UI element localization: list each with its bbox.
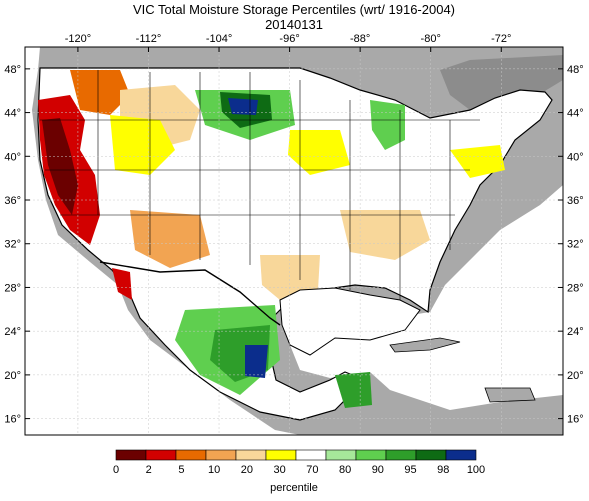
legend-tick-label: 2	[146, 464, 152, 476]
lat-tick-label-right: 36°	[567, 195, 584, 207]
cuba-island	[389, 337, 461, 353]
longitude-axis-top: -120° -112° -104° -96° -88° -80° -72°	[65, 33, 511, 52]
patch-yucatan-wet	[335, 372, 372, 408]
legend-swatch	[355, 449, 387, 461]
latitude-axis-right: 48° 44° 40° 36° 32° 28° 24° 20° 16°	[558, 64, 584, 426]
legend-tick-label: 5	[178, 464, 184, 476]
legend: 0 2 5 10 20 30 70 80 90 95 98 100	[113, 449, 485, 476]
patch-california-extreme	[42, 118, 78, 215]
patch-northwest	[70, 70, 130, 115]
legend-tick-label: 0	[113, 464, 119, 476]
legend-swatch	[145, 449, 177, 461]
patch-montana-extreme	[228, 98, 258, 115]
lon-tick-label: -104°	[206, 33, 232, 45]
legend-tick-label: 80	[339, 464, 351, 476]
lon-tick-label: -72°	[491, 33, 511, 45]
legend-tick-label: 30	[274, 464, 286, 476]
lon-tick-label: -120°	[65, 33, 91, 45]
legend-label: percentile	[270, 482, 318, 494]
lat-tick-label-right: 40°	[567, 151, 584, 163]
lat-tick-label-right: 16°	[567, 414, 584, 426]
map-date: 20140131	[265, 17, 323, 32]
legend-swatch	[385, 449, 417, 461]
lon-tick-label: -88°	[350, 33, 370, 45]
hispaniola-island	[484, 387, 536, 403]
legend-swatch	[445, 449, 477, 461]
pacific-ocean	[25, 47, 300, 435]
legend-swatch	[415, 449, 447, 461]
lat-tick-label-left: 40°	[4, 151, 21, 163]
percentile-patches	[38, 70, 505, 408]
gulf-of-mexico	[279, 287, 421, 356]
atlantic-gulf-ocean	[290, 185, 563, 410]
legend-tick-label: 90	[372, 464, 384, 476]
lat-tick-label-right: 20°	[567, 370, 584, 382]
legend-swatch	[265, 449, 297, 461]
graticule	[25, 47, 563, 435]
lat-tick-label-right: 48°	[567, 64, 584, 76]
lat-tick-label-right: 28°	[567, 282, 584, 294]
lon-tick-label: -96°	[279, 33, 299, 45]
lat-tick-label-left: 48°	[4, 64, 21, 76]
map-area	[24, 46, 564, 436]
legend-swatch	[175, 449, 207, 461]
legend-tick-label: 70	[306, 464, 318, 476]
patch-central-plains	[288, 130, 350, 175]
state-borders	[40, 70, 480, 300]
us-mexico-border	[99, 261, 281, 326]
map-frame-border	[24, 46, 564, 436]
lat-tick-label-left: 28°	[4, 282, 21, 294]
legend-tick-label: 10	[208, 464, 220, 476]
lon-tick-label: -80°	[421, 33, 441, 45]
legend-swatch	[325, 449, 357, 461]
legend-swatch	[235, 449, 267, 461]
legend-tick-label: 20	[241, 464, 253, 476]
patch-great-basin	[110, 115, 175, 175]
legend-swatch	[115, 449, 147, 461]
lat-tick-label-left: 20°	[4, 370, 21, 382]
lat-tick-label-left: 44°	[4, 108, 21, 120]
map-title: VIC Total Moisture Storage Percentiles (…	[133, 2, 455, 17]
lat-tick-label-left: 36°	[4, 195, 21, 207]
lat-tick-label-left: 32°	[4, 239, 21, 251]
lat-tick-label-right: 32°	[567, 239, 584, 251]
legend-tick-label: 98	[437, 464, 449, 476]
patch-mexico-extreme	[245, 345, 268, 378]
patch-baja-dry	[112, 268, 132, 300]
lat-tick-label-left: 16°	[4, 414, 21, 426]
lon-tick-label: -112°	[136, 33, 162, 45]
legend-tick-label: 95	[404, 464, 416, 476]
patch-texas	[260, 255, 320, 300]
lat-tick-label-right: 44°	[567, 108, 584, 120]
lat-tick-label-left: 24°	[4, 326, 21, 338]
legend-tick-label: 100	[467, 464, 485, 476]
patch-mid-south	[340, 210, 430, 260]
legend-swatch	[205, 449, 237, 461]
latitude-axis-left: 48° 44° 40° 36° 32° 28° 24° 20° 16°	[4, 64, 30, 426]
legend-swatch	[295, 449, 327, 461]
lat-tick-label-right: 24°	[567, 326, 584, 338]
patch-northeast	[450, 145, 505, 178]
